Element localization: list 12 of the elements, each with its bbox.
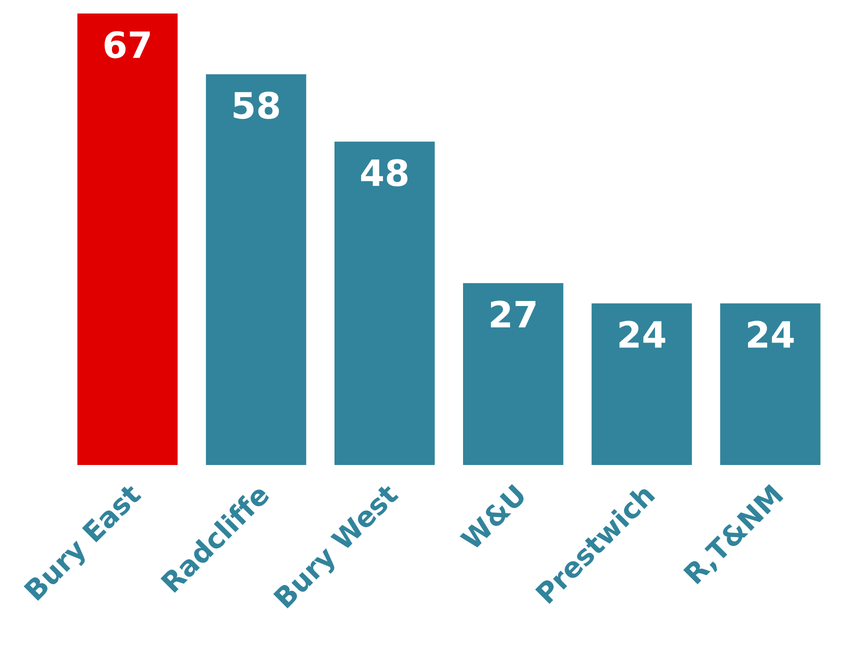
bar bbox=[77, 14, 178, 466]
data-label: 58 bbox=[234, 92, 279, 119]
bar bbox=[206, 74, 306, 466]
data-label: 24 bbox=[748, 320, 794, 348]
data-label: 24 bbox=[619, 320, 666, 348]
data-label: 27 bbox=[490, 300, 536, 328]
bar bbox=[463, 283, 564, 466]
bar bbox=[720, 303, 820, 466]
bar bbox=[334, 142, 435, 466]
data-label: 67 bbox=[104, 31, 150, 58]
data-label: 48 bbox=[361, 159, 408, 186]
bar bbox=[592, 303, 692, 466]
